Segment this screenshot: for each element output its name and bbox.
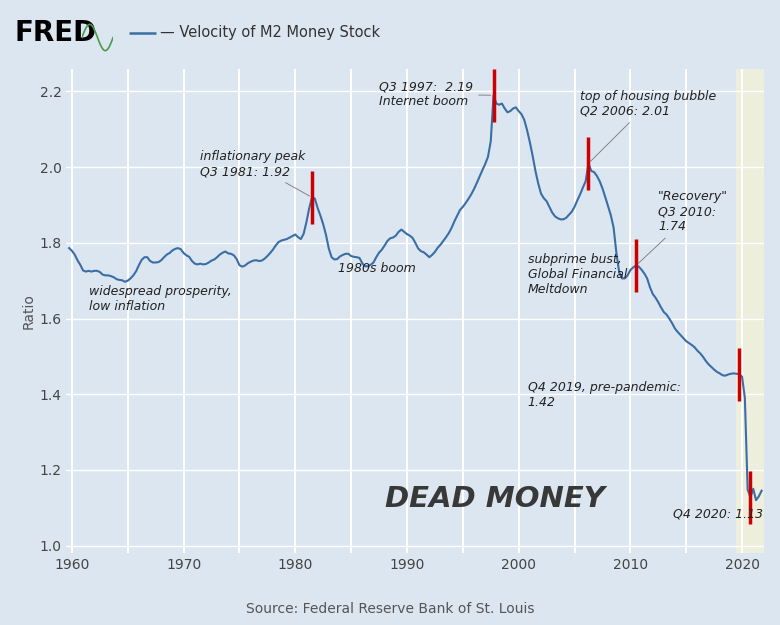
Text: 1980s boom: 1980s boom xyxy=(338,262,416,275)
Text: subprime bust,
Global Financial
Meltdown: subprime bust, Global Financial Meltdown xyxy=(527,253,627,296)
Text: Source: Federal Reserve Bank of St. Louis: Source: Federal Reserve Bank of St. Loui… xyxy=(246,602,534,616)
Text: "Recovery"
Q3 2010:
1.74: "Recovery" Q3 2010: 1.74 xyxy=(638,191,729,264)
Text: Q4 2020: 1.13: Q4 2020: 1.13 xyxy=(673,508,763,521)
Text: widespread prosperity,
low inflation: widespread prosperity, low inflation xyxy=(89,285,232,313)
Text: top of housing bubble
Q2 2006: 2.01: top of housing bubble Q2 2006: 2.01 xyxy=(580,90,716,161)
Text: FRED: FRED xyxy=(14,19,96,47)
Text: Q3 1997:  2.19
Internet boom: Q3 1997: 2.19 Internet boom xyxy=(379,81,491,109)
Text: inflationary peak
Q3 1981: 1.92: inflationary peak Q3 1981: 1.92 xyxy=(200,151,310,196)
Text: Q4 2019, pre-pandemic:
1.42: Q4 2019, pre-pandemic: 1.42 xyxy=(527,381,680,409)
Bar xyxy=(736,69,764,553)
Text: DEAD MONEY: DEAD MONEY xyxy=(385,486,604,513)
Text: — Velocity of M2 Money Stock: — Velocity of M2 Money Stock xyxy=(160,25,380,40)
Y-axis label: Ratio: Ratio xyxy=(21,293,35,329)
